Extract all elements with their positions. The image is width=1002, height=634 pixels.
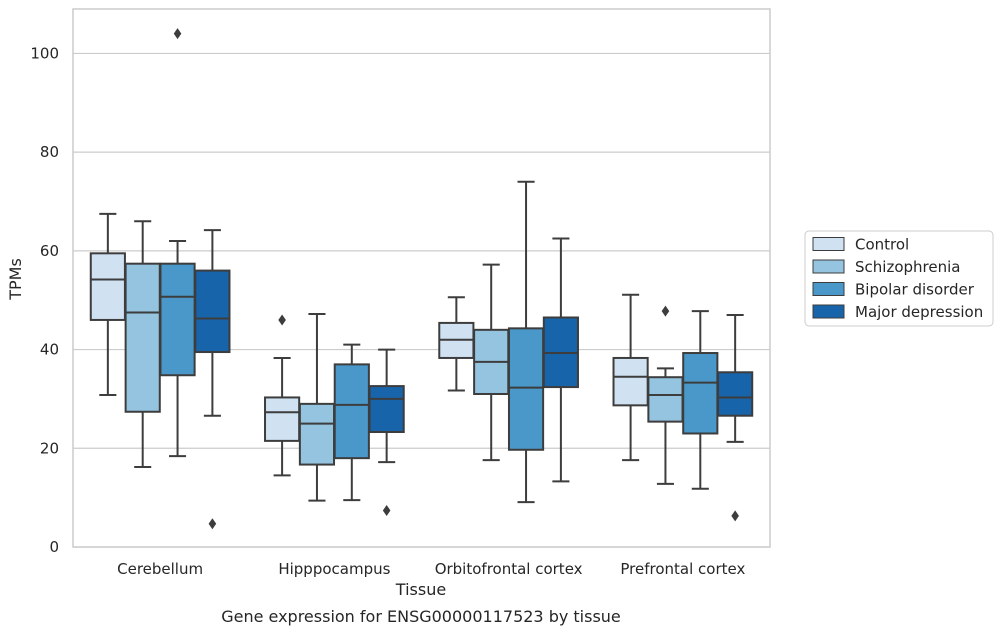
box-plot — [542, 237, 579, 483]
box — [612, 356, 649, 407]
legend-swatch — [812, 304, 845, 319]
outlier-point — [382, 504, 391, 516]
outlier-point — [278, 314, 286, 326]
box — [264, 396, 301, 442]
box — [682, 352, 719, 435]
legend-label: Bipolar disorder — [855, 281, 975, 299]
box-plot — [159, 28, 196, 458]
box — [124, 262, 161, 413]
box-plot — [333, 343, 370, 502]
box-plot-series — [89, 28, 754, 530]
series-major-depression — [194, 229, 754, 530]
x-tick-label: Hipppocampus — [278, 560, 390, 578]
box-plot — [473, 263, 510, 462]
box — [298, 402, 336, 466]
box-plot — [124, 220, 161, 469]
series-schizophrenia — [124, 220, 684, 502]
legend-label: Schizophrenia — [855, 258, 960, 276]
x-tick-label: Cerebellum — [117, 560, 203, 578]
box — [647, 376, 684, 423]
box-plot — [264, 314, 301, 477]
legend-item: Schizophrenia — [812, 258, 960, 276]
y-axis-ticks: 0 20 40 60 80 100 — [30, 44, 59, 556]
box — [333, 363, 370, 460]
box — [194, 269, 231, 354]
box — [159, 262, 196, 377]
box-plot — [89, 212, 126, 396]
x-axis-label: Tissue — [395, 580, 446, 599]
legend-swatch — [812, 259, 845, 274]
y-tick-label: 20 — [40, 439, 59, 457]
box-plot — [368, 348, 405, 516]
legend-label: Control — [855, 236, 909, 254]
x-axis-ticks: Cerebellum Hipppocampus Orbitofrontal cort… — [117, 560, 745, 578]
box-plot — [194, 229, 231, 530]
box-plot — [438, 296, 475, 392]
box-plot — [717, 314, 754, 522]
outlier-point — [208, 518, 217, 530]
box — [89, 252, 126, 321]
legend-item: Bipolar disorder — [812, 281, 975, 299]
box-plot — [507, 180, 545, 504]
box-plot — [682, 310, 719, 490]
box-plot — [612, 293, 649, 462]
y-axis-label: TPMs — [6, 258, 25, 301]
legend-item: Major depression — [812, 303, 983, 321]
legend-item: Control — [812, 236, 909, 254]
box — [717, 371, 754, 417]
series-bipolar-disorder — [159, 28, 719, 504]
plot-frame — [72, 8, 771, 548]
box-plot — [647, 305, 684, 485]
y-tick-label: 100 — [30, 44, 59, 62]
chart-caption: Gene expression for ENSG00000117523 by t… — [221, 607, 621, 626]
legend: Control Schizophrenia Bipolar disorder Majo… — [804, 230, 994, 327]
y-tick-label: 60 — [40, 242, 59, 260]
box — [368, 385, 405, 433]
outlier-point — [661, 305, 670, 317]
outlier-point — [731, 510, 739, 522]
x-tick-label: Orbitofrontal cortex — [435, 560, 583, 578]
x-tick-label: Prefrontal cortex — [620, 560, 745, 578]
legend-swatch — [812, 282, 845, 296]
legend-label: Major depression — [855, 303, 983, 321]
outlier-point — [173, 28, 182, 40]
legend-items: Control Schizophrenia Bipolar disorder Majo… — [812, 236, 983, 321]
y-tick-label: 40 — [40, 341, 59, 359]
legend-swatch — [812, 237, 845, 251]
box-plot — [298, 313, 336, 502]
y-tick-label: 0 — [49, 538, 59, 556]
box — [507, 327, 545, 451]
legend-frame — [804, 230, 994, 327]
y-tick-label: 80 — [40, 143, 59, 161]
